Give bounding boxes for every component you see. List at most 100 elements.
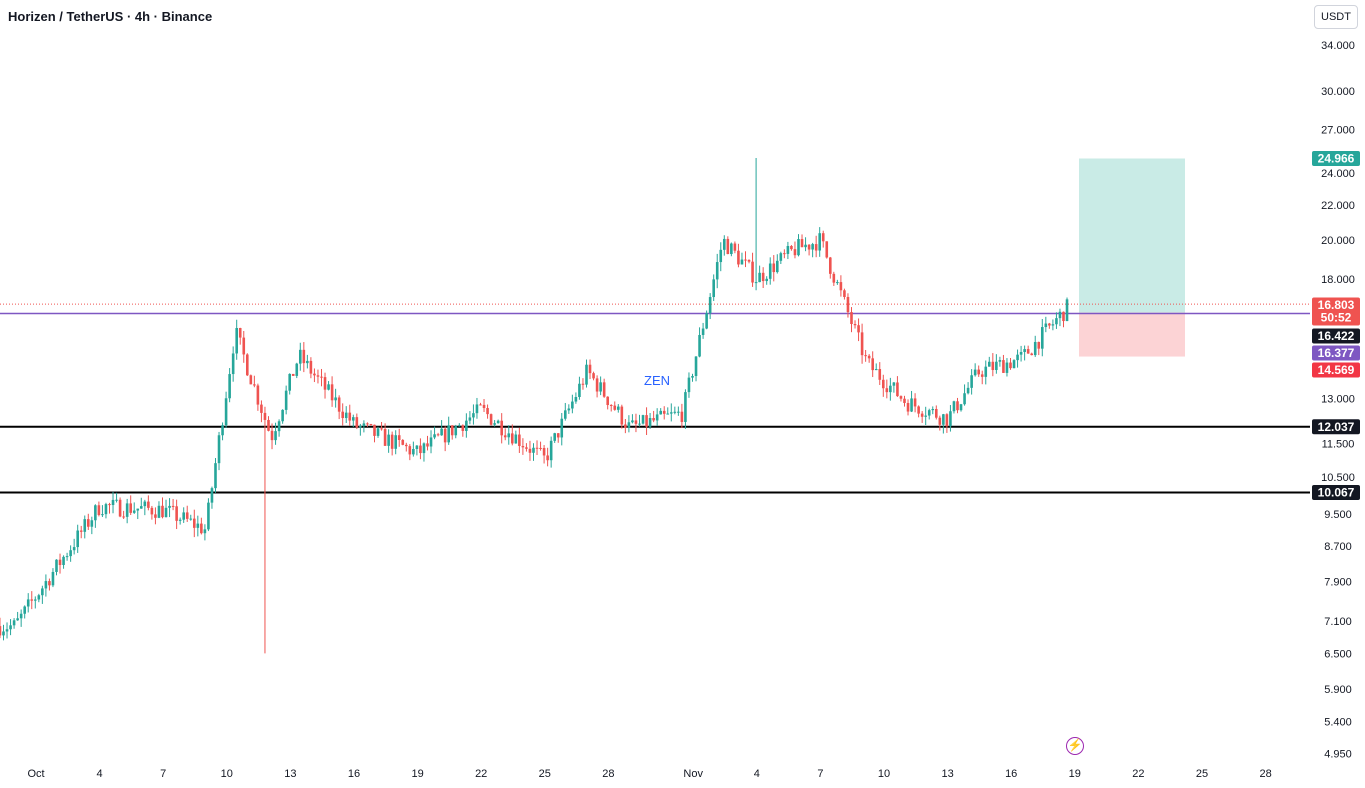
candle-body <box>973 369 977 376</box>
candle-body <box>330 384 334 401</box>
candle-body <box>447 425 450 443</box>
candle-body <box>228 374 231 399</box>
candle-body <box>825 241 829 258</box>
candle-body <box>627 422 631 428</box>
candle-body <box>609 405 613 407</box>
target-zone[interactable] <box>1079 158 1185 313</box>
candle-body <box>16 618 19 621</box>
candle-body <box>429 437 433 447</box>
candle-body <box>980 374 984 377</box>
chart-title: Horizen / TetherUS · 4h · Binance <box>8 9 213 24</box>
candle-body <box>1040 327 1044 349</box>
candle-body <box>1002 360 1005 373</box>
candle-body <box>309 360 313 374</box>
candle-body <box>30 599 34 601</box>
candle-body <box>200 523 203 534</box>
candle-body <box>489 414 493 425</box>
candle-body <box>486 408 489 415</box>
candle-body <box>79 530 83 532</box>
price-tag-stop <box>1312 362 1360 378</box>
candle-body <box>680 411 684 422</box>
x-tick-label: 25 <box>1196 768 1208 780</box>
x-tick-label: 16 <box>348 768 360 780</box>
candle-body <box>1026 349 1030 354</box>
candle-body <box>899 396 903 399</box>
candle-body <box>645 415 648 427</box>
y-tick-label: 18.000 <box>1321 274 1355 286</box>
candle-body <box>344 412 348 419</box>
candle-body <box>482 404 486 409</box>
candle-body <box>754 282 758 284</box>
candle-body <box>620 406 624 425</box>
candles <box>0 157 1069 654</box>
candle-body <box>295 363 299 376</box>
candle-body <box>104 504 108 515</box>
candle-body <box>542 448 546 456</box>
y-tick-label: 22.000 <box>1321 200 1355 212</box>
candle-body <box>161 505 164 518</box>
y-tick-label: 5.400 <box>1324 717 1352 729</box>
candle-body <box>139 506 143 509</box>
candle-body <box>143 501 147 507</box>
candle-body <box>687 377 691 393</box>
candle-body <box>457 425 461 427</box>
candle-body <box>719 249 723 263</box>
lightning-icon[interactable]: ⚡ <box>1066 737 1084 755</box>
candle-body <box>150 507 154 515</box>
y-tick-label: 6.500 <box>1324 648 1352 660</box>
candle-body <box>942 414 945 425</box>
candle-body <box>920 413 924 417</box>
candle-body <box>811 244 814 250</box>
candle-body <box>560 418 564 438</box>
candle-body <box>768 263 772 279</box>
price-tag-value: 14.569 <box>1318 363 1355 377</box>
candle-body <box>465 420 468 431</box>
x-tick-label: 7 <box>817 768 823 780</box>
candle-body <box>26 599 30 607</box>
candle-body <box>906 403 910 412</box>
candle-body <box>479 404 482 406</box>
candle-body <box>1005 362 1009 373</box>
candle-body <box>839 282 843 291</box>
candle-body <box>1055 318 1058 325</box>
candle-body <box>401 439 405 445</box>
x-axis: Oct 4 7 10 13 16 19 22 25 28 Nov 4 7 10 13 16 19 22 25 28 <box>27 768 1271 780</box>
candle-body <box>737 250 740 265</box>
stop-zone[interactable] <box>1079 312 1185 357</box>
candle-body <box>525 447 528 449</box>
price-tag-entry <box>1312 328 1360 344</box>
candle-body <box>175 506 178 521</box>
candle-body <box>889 385 892 393</box>
horizontal-lines[interactable] <box>0 303 1310 494</box>
candle-body <box>779 253 783 261</box>
x-tick-label: 22 <box>1132 768 1144 780</box>
y-tick-label: 9.500 <box>1324 509 1352 521</box>
candle-body <box>574 397 578 402</box>
candle-body <box>288 373 291 391</box>
x-tick-label: 4 <box>97 768 103 780</box>
price-tag-value: 24.966 <box>1318 151 1355 165</box>
candle-body <box>581 383 585 385</box>
candle-body <box>691 376 694 378</box>
y-tick-label: 27.000 <box>1321 125 1355 137</box>
candle-body <box>496 420 500 424</box>
candle-body <box>37 595 41 600</box>
candle-body <box>698 334 701 357</box>
candle-body <box>238 328 242 338</box>
candle-body <box>5 629 9 632</box>
candle-body <box>885 388 889 393</box>
price-tag-target <box>1312 150 1360 166</box>
candle-body <box>744 259 747 261</box>
candle-body <box>751 261 754 283</box>
candle-body <box>613 405 617 410</box>
candle-body <box>1030 353 1033 356</box>
candle-body <box>108 504 111 506</box>
candle-body <box>433 434 436 438</box>
currency-button[interactable]: USDT <box>1314 5 1358 29</box>
candle-body <box>69 550 72 557</box>
x-tick-label: 13 <box>941 768 953 780</box>
candle-body <box>397 435 401 440</box>
position-zones[interactable] <box>1079 158 1185 357</box>
